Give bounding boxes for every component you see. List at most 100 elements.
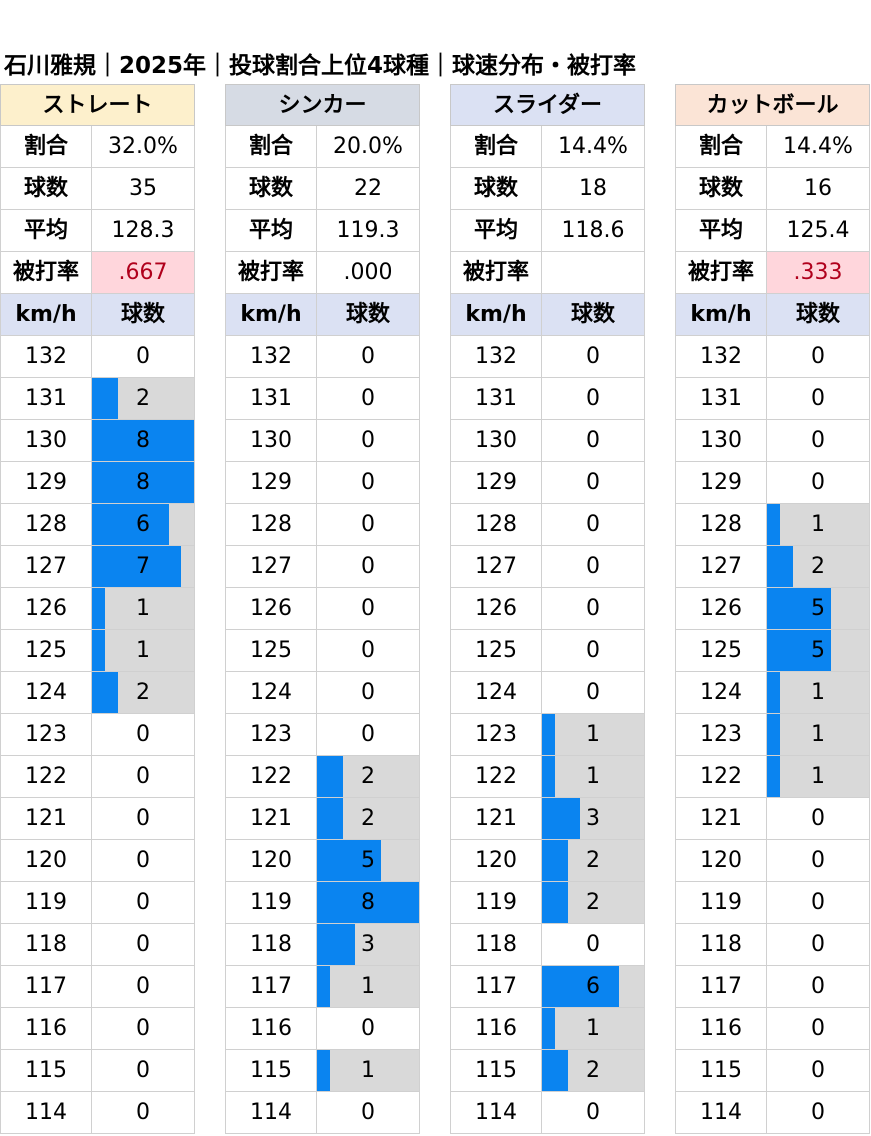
speed-row: 126 0 bbox=[225, 588, 420, 630]
pitch-count: 0 bbox=[361, 428, 375, 453]
pitch-count: 0 bbox=[586, 1100, 600, 1125]
pitch-count: 3 bbox=[586, 806, 600, 831]
speed-row: 130 8 bbox=[0, 420, 195, 462]
pitch-count: 0 bbox=[136, 764, 150, 789]
speed-row: 126 0 bbox=[450, 588, 645, 630]
count-bar bbox=[92, 378, 118, 419]
speed-value: 116 bbox=[1, 1008, 92, 1049]
pitch-count: 0 bbox=[811, 386, 825, 411]
speed-count-cell: 2 bbox=[317, 798, 419, 839]
stat-label: 割合 bbox=[226, 126, 317, 167]
speed-row: 118 0 bbox=[450, 924, 645, 966]
bar-background bbox=[767, 714, 869, 755]
speed-row: 128 0 bbox=[225, 504, 420, 546]
speed-column-header: km/h bbox=[451, 294, 542, 335]
count-bar bbox=[92, 672, 118, 713]
speed-count-cell: 0 bbox=[317, 378, 419, 419]
column-header-row: km/h 球数 bbox=[225, 294, 420, 336]
pitch-count: 2 bbox=[361, 806, 375, 831]
speed-value: 121 bbox=[676, 798, 767, 839]
speed-value: 130 bbox=[1, 420, 92, 461]
speed-count-cell: 0 bbox=[92, 714, 194, 755]
speed-count-cell: 0 bbox=[92, 1050, 194, 1091]
speed-count-cell: 0 bbox=[542, 672, 644, 713]
speed-value: 128 bbox=[676, 504, 767, 545]
count-bar bbox=[317, 924, 356, 965]
speed-row: 129 0 bbox=[675, 462, 870, 504]
speed-count-cell: 1 bbox=[317, 966, 419, 1007]
stat-row-ratio: 割合 32.0% bbox=[0, 126, 195, 168]
speed-row: 121 2 bbox=[225, 798, 420, 840]
stat-value: 119.3 bbox=[336, 218, 400, 243]
pitch-count: 2 bbox=[586, 1058, 600, 1083]
count-bar bbox=[767, 546, 793, 587]
speed-value: 129 bbox=[226, 462, 317, 503]
speed-row: 124 0 bbox=[225, 672, 420, 714]
count-bar bbox=[767, 672, 780, 713]
stat-value: 35 bbox=[129, 176, 157, 201]
pitch-count: 1 bbox=[586, 764, 600, 789]
speed-value: 116 bbox=[226, 1008, 317, 1049]
speed-value: 115 bbox=[226, 1050, 317, 1091]
pitch-count: 0 bbox=[136, 806, 150, 831]
pitch-count: 0 bbox=[811, 890, 825, 915]
speed-count-cell: 5 bbox=[767, 630, 869, 671]
speed-row: 120 0 bbox=[675, 840, 870, 882]
speed-value: 117 bbox=[451, 966, 542, 1007]
speed-value: 122 bbox=[226, 756, 317, 797]
count-bar bbox=[767, 714, 780, 755]
pitch-count: 0 bbox=[361, 596, 375, 621]
speed-count-cell: 0 bbox=[767, 1008, 869, 1049]
speed-value: 125 bbox=[226, 630, 317, 671]
pitch-count: 0 bbox=[586, 638, 600, 663]
count-bar bbox=[92, 630, 105, 671]
speed-row: 114 0 bbox=[450, 1092, 645, 1134]
pitch-count: 1 bbox=[361, 1058, 375, 1083]
pitch-count: 7 bbox=[136, 554, 150, 579]
speed-value: 131 bbox=[451, 378, 542, 419]
speed-value: 115 bbox=[451, 1050, 542, 1091]
speed-row: 129 0 bbox=[450, 462, 645, 504]
speed-count-cell: 2 bbox=[92, 378, 194, 419]
pitch-count: 0 bbox=[136, 848, 150, 873]
stat-label: 平均 bbox=[451, 210, 542, 251]
speed-value: 127 bbox=[676, 546, 767, 587]
speed-row: 120 5 bbox=[225, 840, 420, 882]
speed-count-cell: 1 bbox=[767, 504, 869, 545]
speed-count-cell: 2 bbox=[92, 672, 194, 713]
speed-value: 119 bbox=[226, 882, 317, 923]
speed-count-cell: 1 bbox=[542, 756, 644, 797]
speed-value: 126 bbox=[451, 588, 542, 629]
speed-count-cell: 0 bbox=[767, 840, 869, 881]
pitch-count: 0 bbox=[136, 1100, 150, 1125]
speed-count-cell: 1 bbox=[317, 1050, 419, 1091]
pitch-count: 1 bbox=[811, 764, 825, 789]
bar-background bbox=[767, 504, 869, 545]
stat-value bbox=[542, 252, 644, 293]
pitch-count: 0 bbox=[136, 1016, 150, 1041]
pitch-count: 0 bbox=[361, 1100, 375, 1125]
speed-row: 126 5 bbox=[675, 588, 870, 630]
speed-count-cell: 0 bbox=[767, 966, 869, 1007]
speed-row: 124 1 bbox=[675, 672, 870, 714]
pitch-table: シンカー 割合 20.0% 球数 22 平均 119.3 被打率 .000 km/h 球数 132 0 1… bbox=[225, 84, 420, 1134]
pitch-table: カットボール 割合 14.4% 球数 16 平均 125.4 被打率 .333 km/h 球数 132… bbox=[675, 84, 870, 1134]
speed-row: 116 1 bbox=[450, 1008, 645, 1050]
count-bar bbox=[317, 882, 419, 923]
speed-row: 116 0 bbox=[225, 1008, 420, 1050]
speed-count-cell: 6 bbox=[92, 504, 194, 545]
count-bar bbox=[767, 504, 780, 545]
speed-value: 124 bbox=[451, 672, 542, 713]
column-header-row: km/h 球数 bbox=[675, 294, 870, 336]
stat-value: 20.0% bbox=[333, 134, 403, 159]
speed-row: 117 6 bbox=[450, 966, 645, 1008]
speed-count-cell: 0 bbox=[317, 462, 419, 503]
stat-label: 球数 bbox=[676, 168, 767, 209]
stat-row-ratio: 割合 14.4% bbox=[450, 126, 645, 168]
pitch-count: 6 bbox=[586, 974, 600, 999]
pitch-count: 0 bbox=[586, 428, 600, 453]
pitch-count: 0 bbox=[811, 428, 825, 453]
speed-value: 132 bbox=[1, 336, 92, 377]
stat-label: 被打率 bbox=[226, 252, 317, 293]
speed-row: 114 0 bbox=[675, 1092, 870, 1134]
